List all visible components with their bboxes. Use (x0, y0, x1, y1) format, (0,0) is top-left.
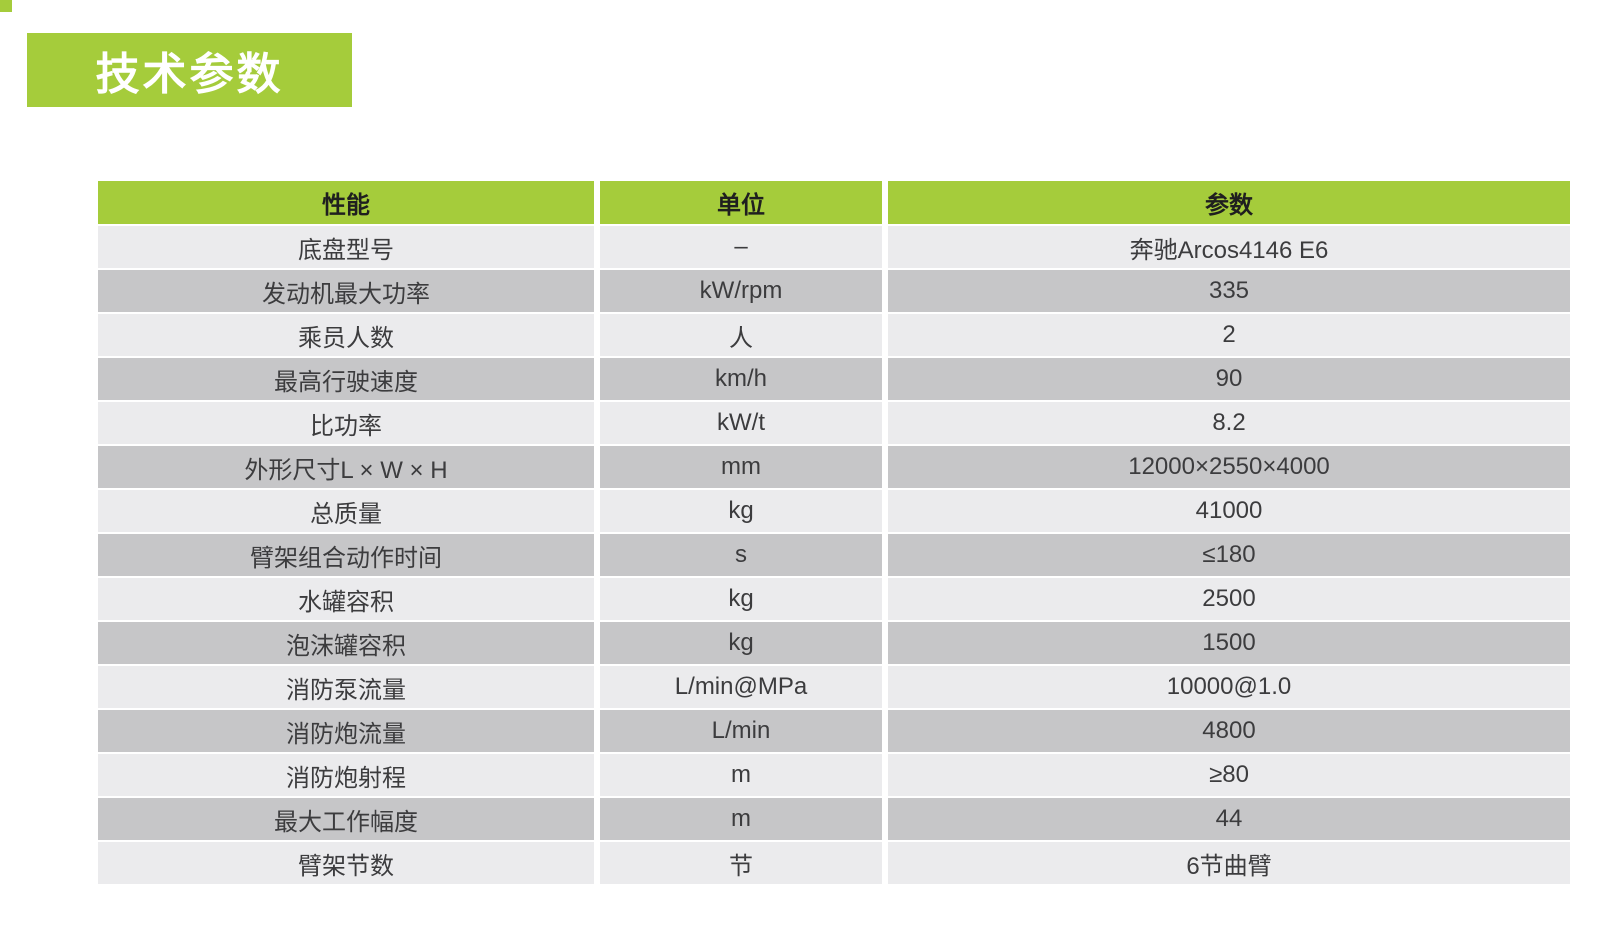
table-cell: mm (600, 446, 882, 488)
table-header-unit: 单位 (600, 181, 882, 224)
table-cell: 2500 (888, 578, 1570, 620)
table-cell: kW/rpm (600, 270, 882, 312)
corner-accent-square (0, 0, 12, 12)
table-cell: 奔驰Arcos4146 E6 (888, 226, 1570, 268)
table-cell: ≥80 (888, 754, 1570, 796)
table-cell: L/min (600, 710, 882, 752)
table-cell: ≤180 (888, 534, 1570, 576)
table-cell: 人 (600, 314, 882, 356)
section-title-badge: 技术参数 (27, 33, 352, 107)
table-cell: 乘员人数 (98, 314, 594, 356)
table-cell: kW/t (600, 402, 882, 444)
table-cell: kg (600, 578, 882, 620)
table-cell: – (600, 226, 882, 268)
table-header-parameter: 参数 (888, 181, 1570, 224)
table-cell: 1500 (888, 622, 1570, 664)
table-header-performance: 性能 (98, 181, 594, 224)
table-cell: 外形尺寸L × W × H (98, 446, 594, 488)
table-cell: 泡沫罐容积 (98, 622, 594, 664)
table-cell: kg (600, 622, 882, 664)
table-cell: 消防泵流量 (98, 666, 594, 708)
table-cell: 10000@1.0 (888, 666, 1570, 708)
table-cell: 2 (888, 314, 1570, 356)
table-cell: 消防炮射程 (98, 754, 594, 796)
table-cell: 消防炮流量 (98, 710, 594, 752)
table-cell: 44 (888, 798, 1570, 840)
table-cell: 臂架组合动作时间 (98, 534, 594, 576)
table-cell: m (600, 798, 882, 840)
table-cell: 41000 (888, 490, 1570, 532)
table-cell: 90 (888, 358, 1570, 400)
spec-table: 性能 单位 参数 底盘型号 – 奔驰Arcos4146 E6 发动机最大功率 kW/rp… (98, 181, 1570, 884)
table-cell: 发动机最大功率 (98, 270, 594, 312)
table-cell: m (600, 754, 882, 796)
table-cell: kg (600, 490, 882, 532)
table-cell: 335 (888, 270, 1570, 312)
table-cell: L/min@MPa (600, 666, 882, 708)
table-cell: s (600, 534, 882, 576)
table-cell: 总质量 (98, 490, 594, 532)
table-cell: 6节曲臂 (888, 842, 1570, 884)
table-cell: 比功率 (98, 402, 594, 444)
table-cell: 4800 (888, 710, 1570, 752)
table-cell: 底盘型号 (98, 226, 594, 268)
table-cell: 12000×2550×4000 (888, 446, 1570, 488)
table-cell: 最大工作幅度 (98, 798, 594, 840)
table-cell: km/h (600, 358, 882, 400)
table-cell: 8.2 (888, 402, 1570, 444)
table-cell: 水罐容积 (98, 578, 594, 620)
section-title: 技术参数 (95, 50, 284, 99)
table-cell: 节 (600, 842, 882, 884)
table-cell: 最高行驶速度 (98, 358, 594, 400)
table-cell: 臂架节数 (98, 842, 594, 884)
